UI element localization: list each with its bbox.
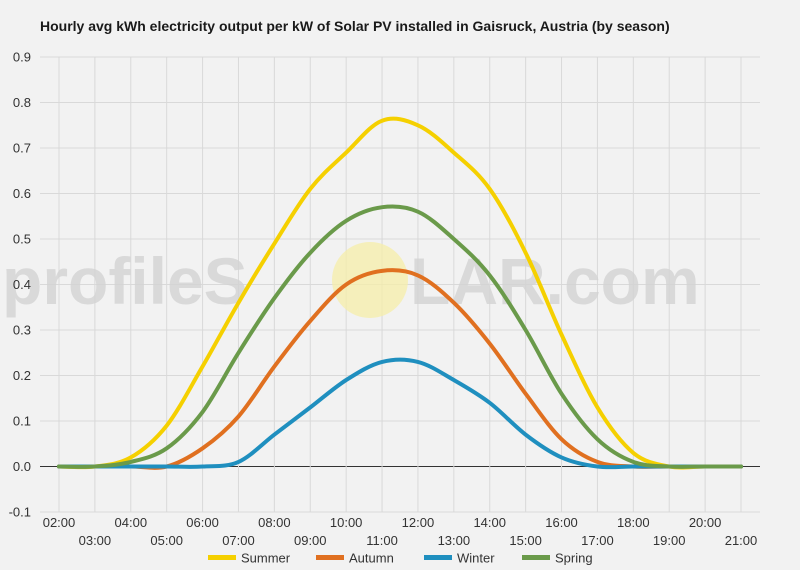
legend-label-winter: Winter [457,551,495,566]
legend-swatch-spring [522,555,550,560]
series-lines [57,116,743,470]
x-tick-label: 04:00 [115,515,148,530]
legend: Summer Autumn Winter Spring [208,551,593,566]
x-tick-label: 10:00 [330,515,363,530]
legend-swatch-summer [208,555,236,560]
y-tick-label: 0.0 [13,459,31,474]
x-tick-label: 16:00 [545,515,578,530]
y-tick-label: 0.9 [13,50,31,65]
legend-label-summer: Summer [241,551,291,566]
series-line-winter [57,357,743,470]
x-tick-label: 11:00 [366,533,398,548]
y-tick-label: 0.6 [13,186,31,201]
y-tick-label: 0.8 [13,95,31,110]
series-line-spring [57,204,743,469]
x-tick-label: 13:00 [438,533,471,548]
x-tick-label: 02:00 [43,515,76,530]
grid-lines [40,56,760,513]
series-line-summer [57,116,743,470]
x-tick-label: 15:00 [509,533,542,548]
x-tick-label: 19:00 [653,533,686,548]
x-tick-label: 06:00 [186,515,219,530]
watermark-sun-icon [332,242,408,318]
x-tick-label: 09:00 [294,533,327,548]
legend-swatch-winter [424,555,452,560]
x-tick-label: 17:00 [581,533,614,548]
y-axis-ticks: -0.1 0.0 0.1 0.2 0.3 0.4 0.5 0.6 0.7 0.8 0.9 [9,50,31,520]
x-tick-label: 18:00 [617,515,650,530]
watermark-text-right: LAR.com [410,244,700,318]
x-tick-label: 21:00 [725,533,758,548]
y-tick-label: 0.4 [13,277,31,292]
x-tick-label: 12:00 [402,515,435,530]
y-tick-label: 0.2 [13,368,31,383]
x-tick-label: 20:00 [689,515,722,530]
y-tick-label: 0.7 [13,141,31,156]
legend-label-spring: Spring [555,551,593,566]
legend-swatch-autumn [316,555,344,560]
legend-label-autumn: Autumn [349,551,394,566]
chart-title: Hourly avg kWh electricity output per kW… [40,18,670,34]
y-tick-label: 0.1 [13,414,31,429]
y-tick-label: 0.3 [13,323,31,338]
x-tick-label: 08:00 [258,515,291,530]
x-axis-ticks: 02:0003:0004:0005:0006:0007:0008:0009:00… [43,515,758,548]
x-tick-label: 14:00 [473,515,506,530]
y-tick-label: 0.5 [13,232,31,247]
watermark: profileS LAR.com [2,242,700,318]
x-tick-label: 07:00 [222,533,255,548]
x-tick-label: 03:00 [79,533,112,548]
y-tick-label: -0.1 [9,505,31,520]
watermark-text-left: profileS [2,244,248,318]
x-tick-label: 05:00 [150,533,183,548]
